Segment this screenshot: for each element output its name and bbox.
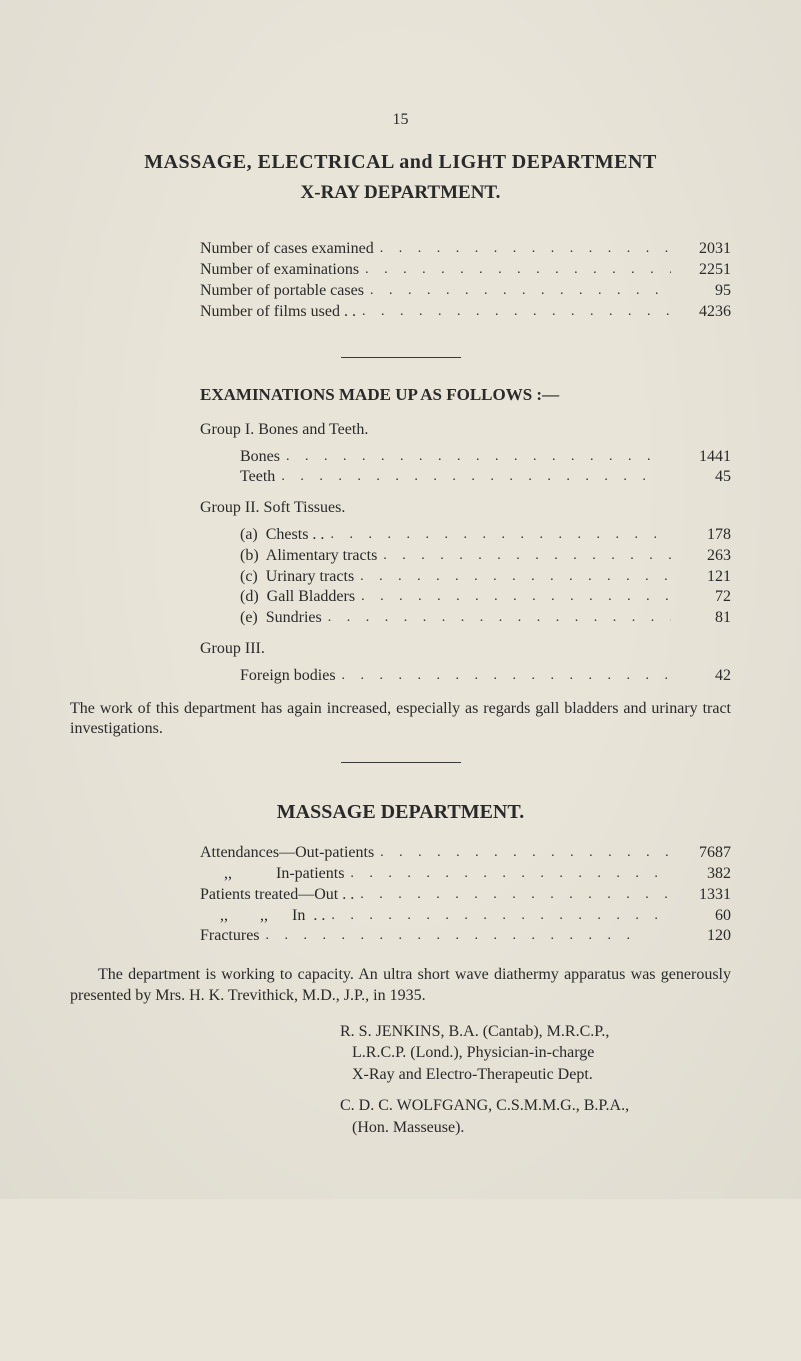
stat-value: 1331 — [671, 885, 731, 906]
dot-leader: . . . . . . . . . . . . . . . . . . . . — [364, 282, 671, 300]
dot-leader: . . . . . . . . . . . . . . . . . . . . — [354, 886, 671, 904]
stat-label: ,, In-patients — [200, 864, 344, 885]
stat-row: Number of examinations . . . . . . . . .… — [200, 260, 731, 281]
title-main: MASSAGE, ELECTRICAL and LIGHT DEPARTMENT — [70, 149, 731, 175]
stat-label: Bones — [240, 447, 280, 468]
dot-leader: . . . . . . . . . . . . . . . . . . . . — [377, 547, 671, 565]
para-groups: The work of this department has again in… — [70, 699, 731, 741]
stat-label: Foreign bodies — [240, 666, 336, 687]
stat-row: (b) Alimentary tracts . . . . . . . . . … — [200, 546, 731, 567]
stat-row: Patients treated—Out . . . . . . . . . .… — [200, 885, 731, 906]
stat-row: (d) Gall Bladders . . . . . . . . . . . … — [200, 587, 731, 608]
sig-line: (Hon. Masseuse). — [340, 1117, 731, 1139]
stat-row: Attendances—Out-patients . . . . . . . .… — [200, 843, 731, 864]
stat-row: (c) Urinary tracts . . . . . . . . . . .… — [200, 567, 731, 588]
signature-block-2: C. D. C. WOLFGANG, C.S.M.M.G., B.P.A., (… — [340, 1095, 731, 1138]
dot-leader: . . . . . . . . . . . . . . . . . . . . — [344, 865, 671, 883]
stat-label: Fractures — [200, 926, 260, 947]
stat-label: Number of examinations — [200, 260, 359, 281]
dot-leader: . . . . . . . . . . . . . . . . . . . . — [354, 568, 671, 586]
dot-leader: . . . . . . . . . . . . . . . . . . . . — [336, 667, 671, 685]
sig-line: R. S. JENKINS, B.A. (Cantab), M.R.C.P., — [340, 1021, 731, 1043]
stat-value: 45 — [671, 467, 731, 488]
divider-rule — [341, 357, 461, 358]
stat-value: 382 — [671, 864, 731, 885]
stat-value: 120 — [671, 926, 731, 947]
group1-title: Group I. Bones and Teeth. — [200, 420, 731, 441]
stat-value: 2251 — [671, 260, 731, 281]
dot-leader: . . . . . . . . . . . . . . . . . . . . — [374, 844, 671, 862]
massage-heading: MASSAGE DEPARTMENT. — [70, 799, 731, 825]
stat-row: Number of cases examined . . . . . . . .… — [200, 239, 731, 260]
stat-value: 263 — [671, 546, 731, 567]
stat-value: 4236 — [671, 302, 731, 323]
stat-label: Teeth — [240, 467, 275, 488]
stat-value: 95 — [671, 281, 731, 302]
stat-value: 7687 — [671, 843, 731, 864]
group3-title: Group III. — [200, 639, 731, 660]
stat-label: ,, ,, In . . — [200, 906, 325, 927]
dot-leader: . . . . . . . . . . . . . . . . . . . . — [280, 448, 671, 466]
exams-heading: EXAMINATIONS MADE UP AS FOLLOWS :— — [200, 384, 731, 406]
group1-block: Bones . . . . . . . . . . . . . . . . . … — [200, 447, 731, 489]
stat-row: ,, In-patients . . . . . . . . . . . . .… — [200, 864, 731, 885]
stat-label: (c) Urinary tracts — [240, 567, 354, 588]
dot-leader: . . . . . . . . . . . . . . . . . . . . — [324, 526, 671, 544]
stat-value: 2031 — [671, 239, 731, 260]
dot-leader: . . . . . . . . . . . . . . . . . . . . — [374, 240, 671, 258]
dot-leader: . . . . . . . . . . . . . . . . . . . . — [359, 261, 671, 279]
stat-value: 121 — [671, 567, 731, 588]
stat-label: Number of cases examined — [200, 239, 374, 260]
stat-row: (a) Chests . . . . . . . . . . . . . . .… — [200, 525, 731, 546]
stat-row: ,, ,, In . . . . . . . . . . . . . . . .… — [200, 906, 731, 927]
stat-row: Foreign bodies . . . . . . . . . . . . .… — [200, 666, 731, 687]
stat-value: 60 — [671, 906, 731, 927]
dot-leader: . . . . . . . . . . . . . . . . . . . . — [355, 588, 671, 606]
stat-label: Patients treated—Out . . — [200, 885, 354, 906]
dot-leader: . . . . . . . . . . . . . . . . . . . . — [325, 907, 671, 925]
stat-label: (e) Sundries — [240, 608, 322, 629]
sig-line: X-Ray and Electro-Therapeutic Dept. — [340, 1064, 731, 1086]
group3-block: Foreign bodies . . . . . . . . . . . . .… — [200, 666, 731, 687]
dot-leader: . . . . . . . . . . . . . . . . . . . . — [275, 468, 671, 486]
divider-rule — [341, 762, 461, 763]
stat-label: (b) Alimentary tracts — [240, 546, 377, 567]
dot-leader: . . . . . . . . . . . . . . . . . . . . — [356, 303, 671, 321]
page-number: 15 — [70, 110, 731, 131]
stat-label: Number of films used . . — [200, 302, 356, 323]
massage-stats-block: Attendances—Out-patients . . . . . . . .… — [200, 843, 731, 947]
dot-leader: . . . . . . . . . . . . . . . . . . . . — [322, 609, 671, 627]
stat-row: Teeth . . . . . . . . . . . . . . . . . … — [200, 467, 731, 488]
stat-value: 42 — [671, 666, 731, 687]
stat-label: Number of portable cases — [200, 281, 364, 302]
stat-label: (d) Gall Bladders — [240, 587, 355, 608]
stat-label: Attendances—Out-patients — [200, 843, 374, 864]
stat-value: 178 — [671, 525, 731, 546]
stat-value: 72 — [671, 587, 731, 608]
group2-title: Group II. Soft Tissues. — [200, 498, 731, 519]
sig-line: L.R.C.P. (Lond.), Physician-in-charge — [340, 1042, 731, 1064]
sig-line: C. D. C. WOLFGANG, C.S.M.M.G., B.P.A., — [340, 1095, 731, 1117]
dot-leader: . . . . . . . . . . . . . . . . . . . . — [260, 927, 671, 945]
stat-label: (a) Chests . . — [240, 525, 324, 546]
stat-row: Bones . . . . . . . . . . . . . . . . . … — [200, 447, 731, 468]
xray-stats-block: Number of cases examined . . . . . . . .… — [200, 239, 731, 322]
stat-row: Fractures . . . . . . . . . . . . . . . … — [200, 926, 731, 947]
stat-row: Number of portable cases . . . . . . . .… — [200, 281, 731, 302]
stat-row: (e) Sundries . . . . . . . . . . . . . .… — [200, 608, 731, 629]
stat-row: Number of films used . . . . . . . . . .… — [200, 302, 731, 323]
group2-block: (a) Chests . . . . . . . . . . . . . . .… — [200, 525, 731, 629]
para-massage: The department is working to capacity. A… — [70, 965, 731, 1007]
title-sub: X-RAY DEPARTMENT. — [70, 181, 731, 206]
stat-value: 1441 — [671, 447, 731, 468]
stat-value: 81 — [671, 608, 731, 629]
signature-block-1: R. S. JENKINS, B.A. (Cantab), M.R.C.P., … — [340, 1021, 731, 1086]
